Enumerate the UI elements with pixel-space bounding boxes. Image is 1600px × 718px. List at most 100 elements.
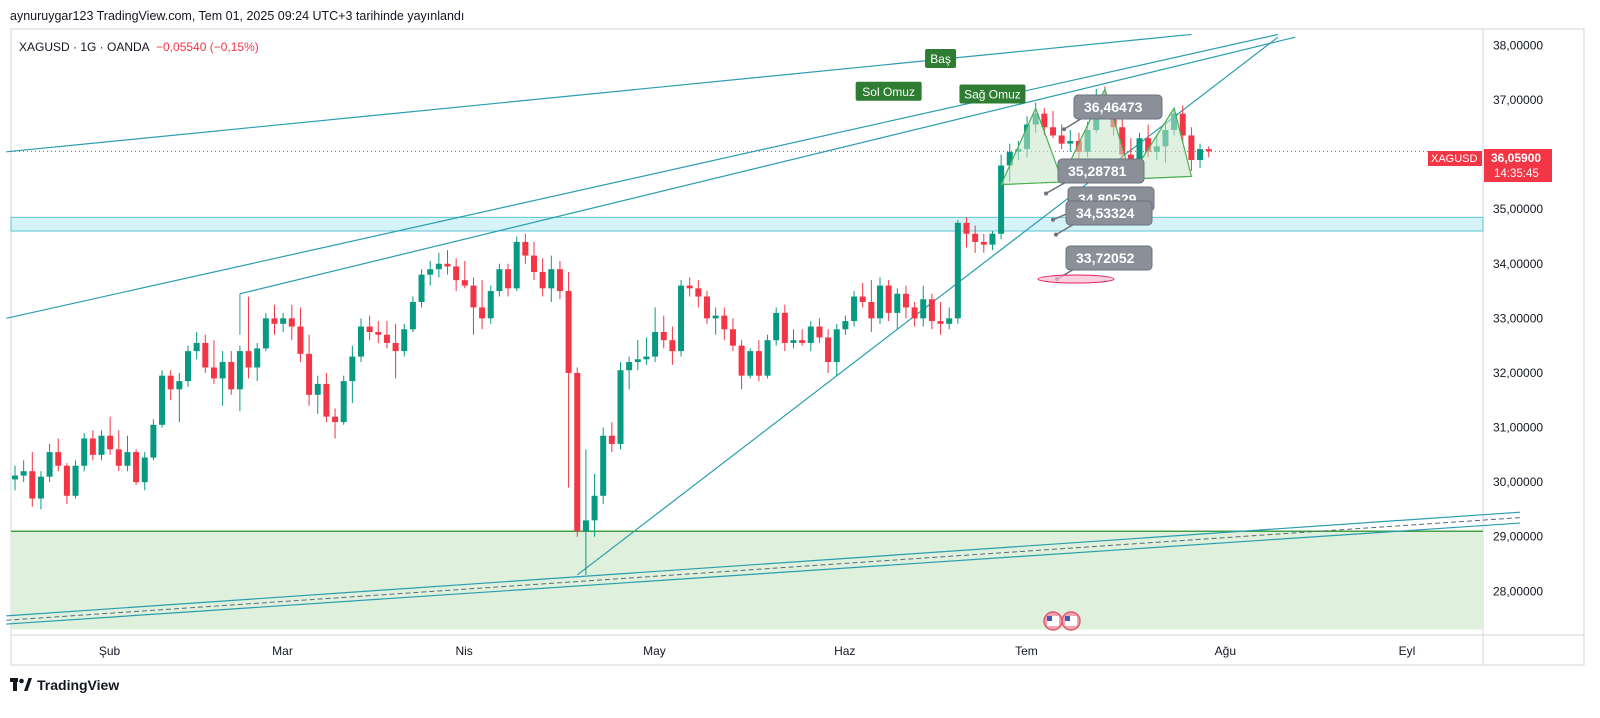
candle-body bbox=[323, 383, 330, 417]
candle-body bbox=[998, 165, 1005, 234]
candle-body bbox=[444, 263, 451, 267]
candle-body bbox=[496, 269, 503, 292]
price-callout[interactable]: 35,28781 bbox=[1044, 158, 1145, 196]
candle-body bbox=[816, 326, 823, 338]
candle-body bbox=[911, 307, 918, 319]
callout-text: 35,28781 bbox=[1068, 163, 1127, 179]
candle-body bbox=[851, 296, 858, 322]
price-callout[interactable]: 34,53324 bbox=[1054, 200, 1153, 237]
candle-body bbox=[159, 375, 166, 425]
time-tick-label: Mar bbox=[272, 644, 293, 658]
support-area bbox=[11, 531, 1483, 630]
candle-body bbox=[755, 351, 762, 376]
candle-body bbox=[141, 457, 148, 483]
time-tick-label: Nis bbox=[455, 644, 472, 658]
candle-body bbox=[1197, 149, 1204, 161]
pattern-label-text: Baş bbox=[930, 52, 951, 66]
candle-body bbox=[1145, 138, 1152, 152]
candle-body bbox=[332, 416, 339, 423]
candle-body bbox=[1058, 135, 1065, 144]
price-tick-label: 33,00000 bbox=[1493, 311, 1543, 325]
candle-body bbox=[747, 351, 754, 376]
candle-body bbox=[202, 342, 209, 368]
candle-body bbox=[383, 334, 390, 343]
candle-body bbox=[409, 301, 416, 330]
callout-text: 33,72052 bbox=[1076, 250, 1135, 266]
pattern-label-bg bbox=[855, 81, 922, 101]
candle-body bbox=[582, 520, 589, 532]
candle-body bbox=[487, 291, 494, 319]
candle-body bbox=[764, 340, 771, 376]
callout-anchor bbox=[1054, 232, 1058, 237]
candle-body bbox=[20, 471, 27, 476]
candle-body bbox=[946, 318, 953, 324]
candle-body bbox=[46, 452, 53, 477]
price-callout[interactable]: 33,72052 bbox=[1055, 245, 1153, 282]
candle-body bbox=[574, 372, 581, 532]
candle-body bbox=[704, 296, 710, 319]
candle-body bbox=[55, 452, 62, 466]
candle-body bbox=[1006, 151, 1013, 166]
candle-body bbox=[1205, 149, 1212, 152]
tradingview-brand: TradingView bbox=[37, 677, 120, 693]
candle-body bbox=[634, 359, 641, 363]
pattern-label: Baş bbox=[925, 49, 957, 69]
candle-body bbox=[167, 375, 174, 390]
candle-body bbox=[349, 356, 356, 382]
last-price-countdown: 14:35:45 bbox=[1494, 168, 1539, 180]
tradingview-logo[interactable]: TradingView bbox=[10, 677, 119, 693]
trendlines-layer bbox=[6, 33, 1521, 625]
pattern-label-bg bbox=[925, 49, 957, 69]
published-info: aynuruygar123 TradingView.com, Tem 01, 2… bbox=[10, 9, 465, 23]
long-trendline-a bbox=[6, 33, 1279, 319]
candle-body bbox=[479, 307, 486, 319]
price-tick-label: 29,00000 bbox=[1493, 530, 1543, 544]
price-axis[interactable]: 28,00000 29,00000 30,00000 31,00000 32,00000… bbox=[1493, 38, 1543, 598]
candle-body bbox=[928, 299, 935, 322]
time-axis[interactable]: Şub Mar Nis May Haz Tem Ağu Eyl bbox=[99, 644, 1416, 658]
chart-frame bbox=[10, 28, 1585, 666]
callout-anchor bbox=[1044, 191, 1048, 196]
price-callout[interactable]: 36,46473 bbox=[1062, 94, 1163, 132]
channel-lower-mid bbox=[6, 517, 1521, 621]
candle-body bbox=[453, 266, 460, 281]
callout-text: 36,46473 bbox=[1084, 99, 1143, 115]
time-tick-label: Tem bbox=[1015, 644, 1038, 658]
price-tick-label: 35,00000 bbox=[1493, 202, 1543, 216]
legend-symbol[interactable]: XAGUSD · 1G · OANDA bbox=[19, 40, 150, 54]
candle-body bbox=[989, 233, 996, 245]
callout-box bbox=[1073, 94, 1163, 120]
candle-body bbox=[401, 329, 408, 352]
candle-body bbox=[825, 337, 832, 363]
candle-body bbox=[366, 326, 373, 332]
candle-body bbox=[29, 471, 36, 499]
candle-body bbox=[210, 367, 217, 379]
candle-body bbox=[859, 296, 866, 302]
candle-body bbox=[643, 356, 650, 360]
candle-body bbox=[297, 326, 304, 354]
candle-body bbox=[271, 318, 278, 324]
candles-layer bbox=[12, 86, 1212, 575]
pattern-label: Sol Omuz bbox=[855, 81, 922, 101]
tradingview-logo-icon bbox=[10, 678, 32, 691]
callout-box bbox=[1065, 200, 1153, 226]
candle-body bbox=[669, 340, 676, 352]
candle-body bbox=[920, 299, 927, 319]
candle-body bbox=[306, 353, 313, 395]
candle-body bbox=[288, 318, 295, 327]
candle-body bbox=[902, 293, 909, 308]
resistance-band bbox=[10, 216, 1484, 232]
candle-body bbox=[729, 329, 736, 346]
economic-event-icon[interactable] bbox=[1043, 611, 1081, 631]
candle-body bbox=[1041, 113, 1048, 128]
candle-body bbox=[375, 332, 382, 335]
candle-body bbox=[548, 269, 555, 289]
candle-body bbox=[833, 329, 840, 363]
candle-body bbox=[1188, 135, 1195, 161]
candle-body bbox=[522, 241, 529, 256]
candle-body bbox=[37, 476, 44, 499]
candle-body bbox=[608, 435, 615, 444]
candle-body bbox=[660, 332, 667, 341]
channel-lower-b bbox=[6, 522, 1521, 625]
